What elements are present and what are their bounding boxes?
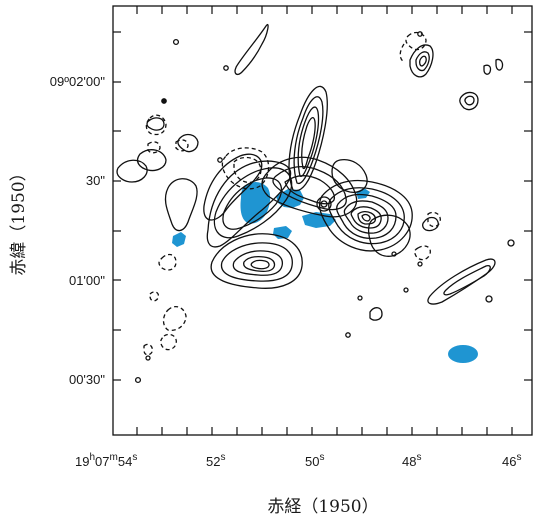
- y-tick-label-1: 30": [86, 173, 105, 188]
- x-axis-title: 赤経（1950）: [267, 497, 378, 517]
- x-tick-label-4: 46s: [502, 452, 521, 469]
- blue-region-small: [172, 232, 186, 247]
- blue-region-center-left: [240, 182, 271, 224]
- y-tick-label-0: 09º02'00": [50, 74, 106, 89]
- dashed-contours: [143, 31, 441, 356]
- y-tick-label-3: 00'30": [69, 372, 105, 387]
- solid-contours: [116, 23, 515, 384]
- x-tick-label-2: 50s: [305, 452, 324, 469]
- beam-ellipse: [448, 345, 478, 363]
- y-axis-title: 赤緯（1950）: [9, 164, 29, 275]
- x-tick-label-0: 19h07m54s: [75, 452, 137, 469]
- y-ticks: [113, 31, 532, 381]
- y-tick-label-2: 01'00": [69, 273, 105, 288]
- x-tick-label-1: 52s: [206, 452, 225, 469]
- x-ticks: [136, 6, 513, 435]
- plot-frame: [112, 5, 533, 436]
- x-tick-label-3: 48s: [402, 452, 421, 469]
